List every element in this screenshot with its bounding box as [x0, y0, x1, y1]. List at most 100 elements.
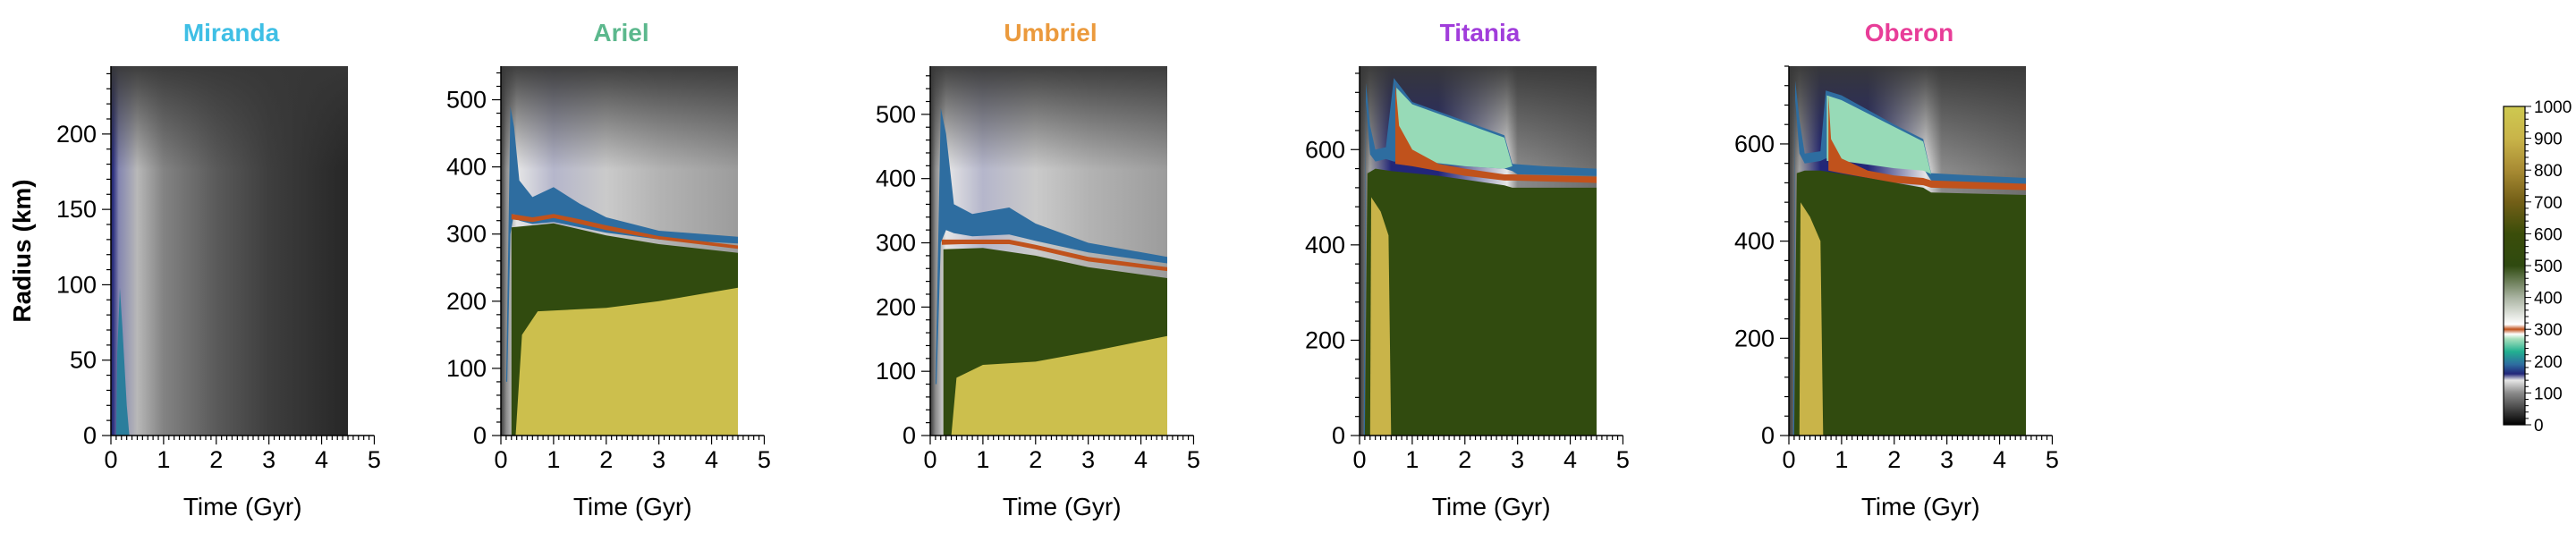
heatmap-plot — [111, 66, 348, 436]
x-tick-label: 5 — [758, 446, 771, 473]
panel-title: Titania — [1440, 19, 1521, 47]
y-tick-label: 500 — [446, 87, 487, 114]
x-tick-label: 1 — [1835, 446, 1848, 473]
layer-core — [951, 335, 1167, 436]
layer-liquid-pocket — [115, 287, 130, 436]
y-tick-label: 200 — [876, 293, 916, 320]
x-tick-label: 4 — [1993, 446, 2006, 473]
y-tick-label: 0 — [902, 422, 916, 449]
panel-ariel: 0 1 2 3 4 5 0 100 200 300 400 500 Ariel Time (Gyr) — [446, 19, 771, 520]
x-tick-label: 5 — [2046, 446, 2059, 473]
x-axis-label: Time (Gyr) — [1432, 493, 1551, 520]
y-tick-label: 300 — [446, 221, 487, 248]
x-tick-label: 0 — [923, 446, 936, 473]
axes: 0 1 2 3 4 5 0 200 400 600 — [1305, 66, 1630, 473]
layer-ocean — [1826, 95, 1931, 174]
x-tick-label: 5 — [1616, 446, 1630, 473]
x-tick-label: 1 — [547, 446, 560, 473]
x-tick-label: 3 — [652, 446, 665, 473]
x-tick-label: 0 — [1782, 446, 1795, 473]
y-tick-label: 200 — [1305, 326, 1345, 353]
x-axis-label: Time (Gyr) — [1003, 493, 1122, 520]
x-tick-label: 5 — [1187, 446, 1200, 473]
colorbar-tick-label: 1000 — [2534, 98, 2572, 117]
x-tick-label: 3 — [1081, 446, 1095, 473]
x-tick-label: 2 — [209, 446, 223, 473]
y-tick-label: 400 — [1734, 228, 1775, 255]
x-tick-label: 0 — [494, 446, 507, 473]
y-tick-label: 50 — [70, 347, 97, 374]
y-tick-label: 100 — [446, 355, 487, 382]
colorbar: 0 100 200 300 400 500 600 700 800 900 1000 — [2503, 98, 2572, 436]
y-tick-label: 100 — [876, 358, 916, 385]
colorbar-gradient — [2503, 106, 2526, 426]
x-tick-label: 2 — [1458, 446, 1471, 473]
panel-title: Ariel — [593, 19, 648, 47]
panel-titania: 0 1 2 3 4 5 0 200 400 600 Titania Time (Gyr) — [1305, 19, 1630, 520]
y-tick-label: 600 — [1734, 131, 1775, 157]
heatmap-plot — [930, 66, 1167, 436]
y-tick-label: 400 — [876, 165, 916, 192]
heatmap-plot — [1360, 66, 1597, 436]
x-axis-label: Time (Gyr) — [573, 493, 692, 520]
cold-crust — [501, 66, 738, 170]
x-tick-label: 3 — [1511, 446, 1524, 473]
y-tick-label: 300 — [876, 230, 916, 257]
y-tick-label: 200 — [446, 288, 487, 315]
x-tick-label: 3 — [1940, 446, 1953, 473]
colorbar-tick-label: 500 — [2534, 258, 2563, 276]
y-tick-label: 100 — [56, 271, 97, 298]
heatmap-plot — [1789, 66, 2026, 436]
x-tick-label: 4 — [315, 446, 328, 473]
y-tick-label: 500 — [876, 101, 916, 128]
layer-core — [1799, 202, 1824, 436]
panel-title: Oberon — [1865, 19, 1954, 47]
y-tick-label: 600 — [1305, 136, 1345, 163]
x-tick-label: 1 — [1405, 446, 1419, 473]
axes: 0 1 2 3 4 5 0 100 200 300 400 500 — [876, 66, 1200, 473]
axes: 0 1 2 3 4 5 0 200 400 600 — [1734, 65, 2059, 473]
y-tick-label: 200 — [1734, 325, 1775, 351]
colorbar-tick-label: 300 — [2534, 321, 2563, 340]
colorbar-tick-label: 600 — [2534, 225, 2563, 244]
y-axis-label: Radius (km) — [8, 179, 36, 322]
x-tick-label: 1 — [157, 446, 170, 473]
x-tick-label: 0 — [104, 446, 117, 473]
x-tick-label: 1 — [976, 446, 989, 473]
x-tick-label: 0 — [1352, 446, 1366, 473]
layer-ocean-band — [1363, 78, 1597, 436]
layer-melt-layer — [511, 214, 738, 250]
colorbar-tick-label: 900 — [2534, 131, 2563, 149]
x-tick-label: 4 — [1134, 446, 1148, 473]
x-tick-label: 2 — [1029, 446, 1042, 473]
y-tick-label: 0 — [473, 422, 487, 449]
layer-mantle — [1364, 168, 1597, 436]
y-tick-label: 0 — [83, 422, 97, 449]
colorbar-tick-label: 100 — [2534, 385, 2563, 403]
panel-title: Miranda — [183, 19, 280, 47]
y-tick-label: 150 — [56, 196, 97, 223]
colorbar-tick-label: 200 — [2534, 353, 2563, 372]
y-tick-label: 0 — [1761, 422, 1775, 449]
cold-crust — [111, 66, 348, 170]
heatmap-plot — [501, 66, 738, 436]
layer-melt-layer — [942, 239, 1167, 272]
layer-ocean — [1396, 88, 1513, 169]
y-tick-label: 200 — [56, 121, 97, 148]
axes: 0 1 2 3 4 5 0 100 200 300 400 500 — [446, 66, 771, 473]
layer-core — [1369, 197, 1392, 436]
panel-title: Umbriel — [1004, 19, 1097, 47]
x-tick-label: 5 — [368, 446, 381, 473]
layer-mantle — [1793, 170, 2026, 436]
layer-core — [515, 287, 738, 436]
x-tick-label: 3 — [262, 446, 275, 473]
y-tick-label: 400 — [446, 154, 487, 181]
x-axis-label: Time (Gyr) — [183, 493, 302, 520]
y-tick-label: 400 — [1305, 232, 1345, 258]
panel-oberon: 0 1 2 3 4 5 0 200 400 600 Oberon Time (Gyr) — [1734, 19, 2059, 520]
panel-umbriel: 0 1 2 3 4 5 0 100 200 300 400 500 Umbriel Time (Gyr) — [876, 19, 1200, 520]
